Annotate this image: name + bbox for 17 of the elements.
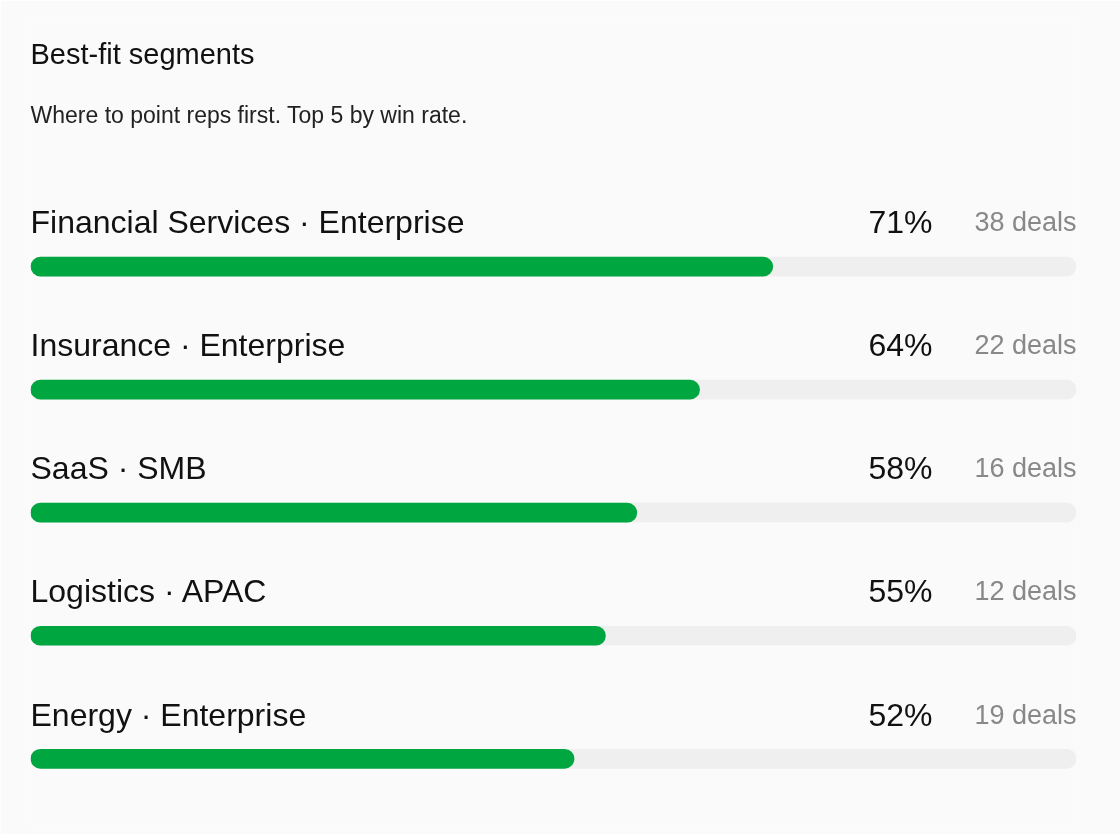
y-tick-label: Insurance · Enterprise [30, 327, 346, 364]
data-label: 58% [868, 450, 933, 487]
data-label: 55% [868, 573, 933, 610]
annotation: 22 deals [974, 330, 1077, 361]
annotation: 38 deals [974, 207, 1077, 238]
data-label: 52% [868, 696, 933, 733]
annotation: 16 deals [974, 453, 1077, 484]
y-tick-label: Logistics · APAC [30, 573, 267, 610]
y-tick-label: SaaS · SMB [30, 450, 207, 487]
chart-title: Best-fit segments [30, 37, 255, 70]
data-label: 64% [868, 327, 933, 364]
y-tick-label: Energy · Enterprise [30, 696, 307, 733]
y-tick-label: Financial Services · Enterprise [30, 204, 465, 241]
chart-subtitle: Where to point reps first. Top 5 by win rate. [30, 102, 468, 129]
annotation: 12 deals [974, 576, 1077, 607]
annotation: 19 deals [974, 699, 1077, 730]
data-label: 71% [868, 204, 933, 241]
